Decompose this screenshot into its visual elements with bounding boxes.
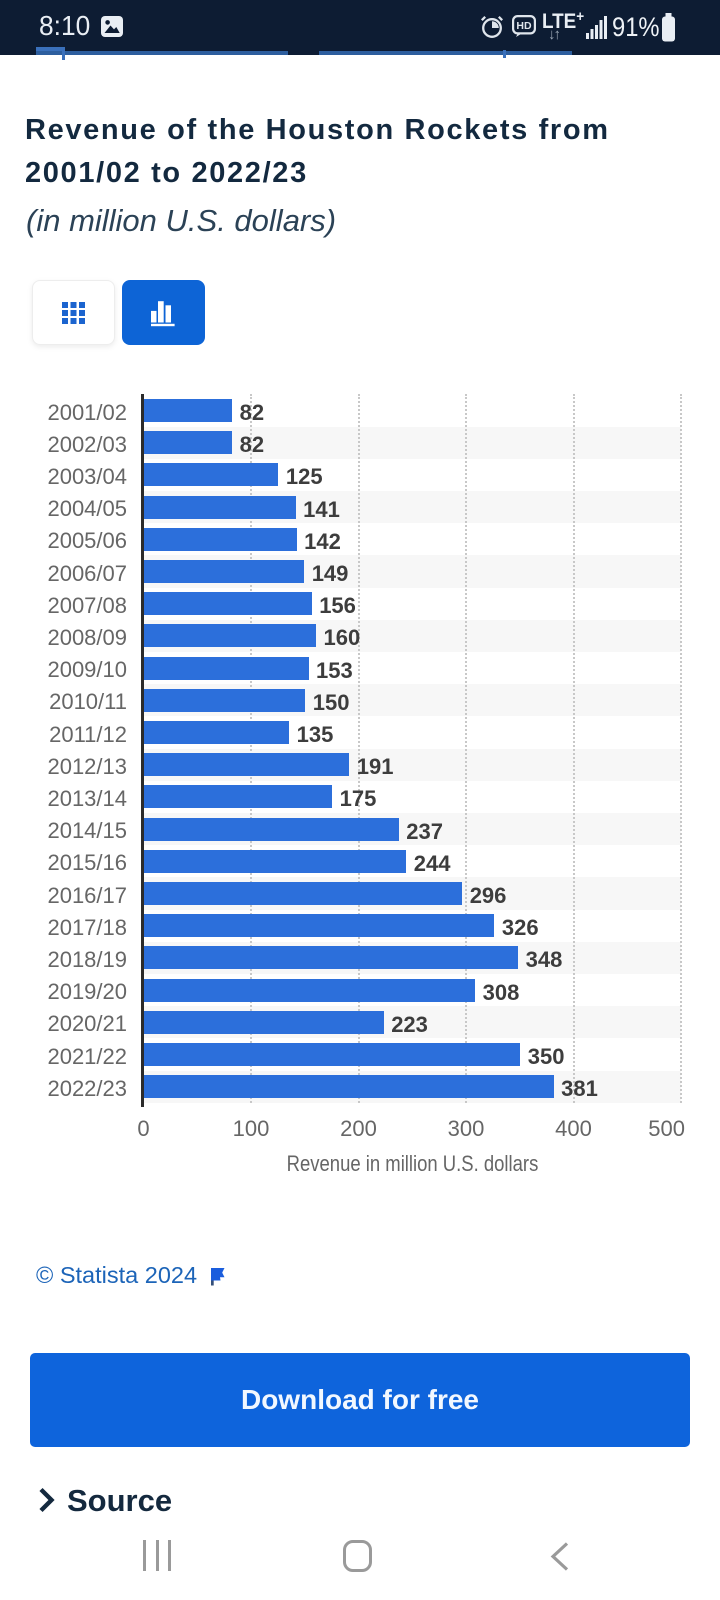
svg-text:HD: HD <box>516 20 532 32</box>
